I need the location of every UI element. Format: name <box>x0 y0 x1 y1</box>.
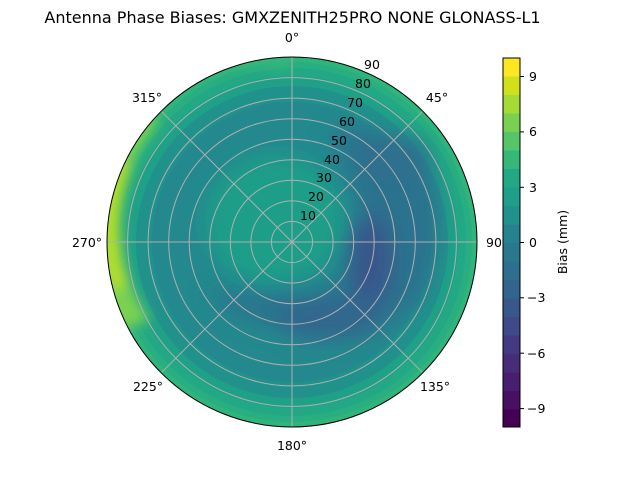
cb-tick-m6: −6 <box>527 346 545 361</box>
cb-tick-9: 9 <box>529 69 537 84</box>
rtick-50: 50 <box>331 133 347 148</box>
chart-title: Antenna Phase Biases: GMXZENITH25PRO NON… <box>44 8 541 27</box>
tick-45: 45° <box>426 90 448 105</box>
colorbar-label: Bias (mm) <box>555 210 570 274</box>
cb-tick-6: 6 <box>529 124 537 139</box>
rtick-20: 20 <box>308 189 324 204</box>
colorbar: 9 6 3 0 −3 −6 −9 Bias (mm) <box>502 57 570 428</box>
angular-tick-labels: 0° 45° 90 135° 180° 225° 270° 315° <box>72 30 502 453</box>
radial-tick-labels: 10 20 30 40 50 60 70 80 90 <box>300 57 380 223</box>
rtick-10: 10 <box>300 208 316 223</box>
rtick-70: 70 <box>347 95 363 110</box>
cb-tick-3: 3 <box>529 180 537 195</box>
rtick-40: 40 <box>324 152 340 167</box>
polar-frame <box>106 56 478 428</box>
rtick-30: 30 <box>316 170 332 185</box>
tick-90: 90 <box>486 235 502 250</box>
rtick-90: 90 <box>364 57 380 72</box>
cb-tick-m9: −9 <box>527 401 545 416</box>
angular-grid <box>107 57 477 427</box>
tick-225: 225° <box>133 379 163 394</box>
cb-tick-m3: −3 <box>527 290 545 305</box>
tick-0: 0° <box>285 30 299 45</box>
tick-270: 270° <box>72 235 102 250</box>
rtick-60: 60 <box>339 114 355 129</box>
tick-180: 180° <box>277 438 307 453</box>
tick-135: 135° <box>420 379 450 394</box>
cb-tick-0: 0 <box>529 235 537 250</box>
rtick-80: 80 <box>355 76 371 91</box>
tick-315: 315° <box>132 90 162 105</box>
